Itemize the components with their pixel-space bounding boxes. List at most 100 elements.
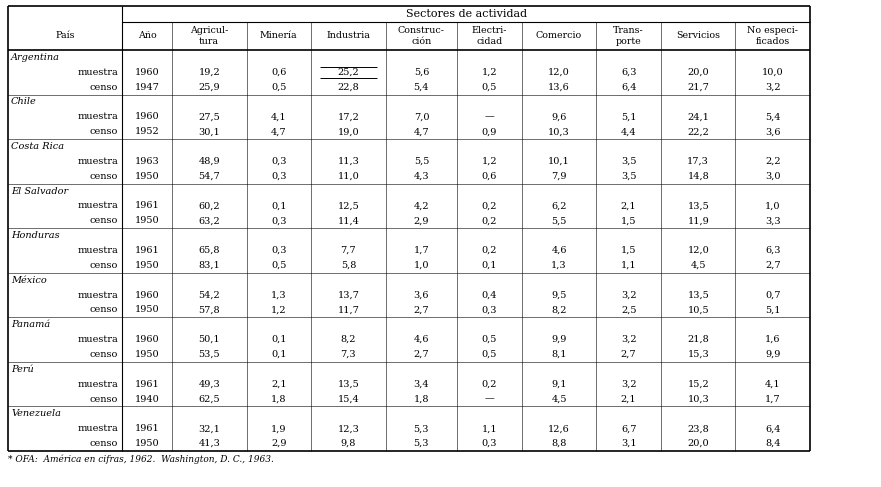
Text: 1,5: 1,5 bbox=[621, 216, 636, 225]
Text: 10,0: 10,0 bbox=[762, 68, 783, 77]
Text: 1,7: 1,7 bbox=[765, 394, 781, 404]
Text: 22,2: 22,2 bbox=[687, 127, 709, 136]
Text: censo: censo bbox=[90, 439, 118, 448]
Text: 9,6: 9,6 bbox=[552, 112, 566, 121]
Text: Perú: Perú bbox=[11, 365, 33, 374]
Text: 49,3: 49,3 bbox=[198, 380, 220, 389]
Text: censo: censo bbox=[90, 216, 118, 225]
Text: 1,6: 1,6 bbox=[765, 335, 781, 344]
Text: 0,9: 0,9 bbox=[482, 127, 497, 136]
Text: 3,2: 3,2 bbox=[621, 380, 636, 389]
Text: 7,7: 7,7 bbox=[341, 246, 356, 255]
Text: —: — bbox=[485, 112, 494, 121]
Text: 1,1: 1,1 bbox=[482, 424, 497, 433]
Text: 0,1: 0,1 bbox=[271, 202, 286, 210]
Text: 2,9: 2,9 bbox=[414, 216, 429, 225]
Text: 19,0: 19,0 bbox=[337, 127, 359, 136]
Text: 9,9: 9,9 bbox=[765, 350, 781, 359]
Text: 5,1: 5,1 bbox=[765, 305, 781, 315]
Text: 1,8: 1,8 bbox=[414, 394, 429, 404]
Text: 12,0: 12,0 bbox=[548, 68, 570, 77]
Text: 2,7: 2,7 bbox=[765, 261, 781, 270]
Text: 2,7: 2,7 bbox=[413, 305, 429, 315]
Text: 48,9: 48,9 bbox=[198, 157, 220, 166]
Text: 3,2: 3,2 bbox=[621, 335, 636, 344]
Text: 1960: 1960 bbox=[135, 112, 159, 121]
Text: 41,3: 41,3 bbox=[198, 439, 220, 448]
Text: 2,7: 2,7 bbox=[621, 350, 636, 359]
Text: 20,0: 20,0 bbox=[687, 68, 709, 77]
Text: 1961: 1961 bbox=[135, 202, 159, 210]
Text: 6,3: 6,3 bbox=[621, 68, 636, 77]
Text: muestra: muestra bbox=[78, 335, 118, 344]
Text: 13,5: 13,5 bbox=[687, 291, 709, 300]
Text: 23,8: 23,8 bbox=[687, 424, 709, 433]
Text: 1,2: 1,2 bbox=[482, 68, 497, 77]
Text: 9,9: 9,9 bbox=[552, 335, 566, 344]
Text: No especi-
ficados: No especi- ficados bbox=[747, 26, 798, 46]
Text: —: — bbox=[485, 394, 494, 404]
Text: 54,2: 54,2 bbox=[198, 291, 220, 300]
Text: 53,5: 53,5 bbox=[198, 350, 220, 359]
Text: 15,2: 15,2 bbox=[687, 380, 709, 389]
Text: 0,6: 0,6 bbox=[271, 68, 286, 77]
Text: censo: censo bbox=[90, 83, 118, 92]
Text: 1,2: 1,2 bbox=[271, 305, 286, 315]
Text: 0,2: 0,2 bbox=[482, 202, 497, 210]
Text: 5,5: 5,5 bbox=[552, 216, 566, 225]
Text: 7,9: 7,9 bbox=[552, 172, 566, 181]
Text: Construc-
ción: Construc- ción bbox=[398, 26, 445, 46]
Text: Comercio: Comercio bbox=[536, 32, 582, 40]
Text: 5,4: 5,4 bbox=[414, 83, 429, 92]
Text: 0,1: 0,1 bbox=[271, 350, 286, 359]
Text: censo: censo bbox=[90, 394, 118, 404]
Text: 15,4: 15,4 bbox=[337, 394, 359, 404]
Text: muestra: muestra bbox=[78, 202, 118, 210]
Text: 1950: 1950 bbox=[135, 172, 159, 181]
Text: País: País bbox=[56, 32, 75, 40]
Text: 1,5: 1,5 bbox=[621, 246, 636, 255]
Text: Argentina: Argentina bbox=[11, 53, 60, 62]
Text: 6,2: 6,2 bbox=[552, 202, 566, 210]
Text: muestra: muestra bbox=[78, 246, 118, 255]
Text: 8,8: 8,8 bbox=[552, 439, 566, 448]
Text: 12,3: 12,3 bbox=[337, 424, 359, 433]
Text: 1,9: 1,9 bbox=[271, 424, 286, 433]
Text: 65,8: 65,8 bbox=[198, 246, 220, 255]
Text: 11,9: 11,9 bbox=[687, 216, 709, 225]
Text: 27,5: 27,5 bbox=[198, 112, 220, 121]
Text: 4,3: 4,3 bbox=[413, 172, 429, 181]
Text: Chile: Chile bbox=[11, 97, 37, 107]
Text: 0,2: 0,2 bbox=[482, 246, 497, 255]
Text: 63,2: 63,2 bbox=[198, 216, 220, 225]
Text: 8,2: 8,2 bbox=[552, 305, 566, 315]
Text: 5,4: 5,4 bbox=[765, 112, 781, 121]
Text: 3,6: 3,6 bbox=[414, 291, 429, 300]
Text: 4,6: 4,6 bbox=[414, 335, 429, 344]
Text: 4,2: 4,2 bbox=[413, 202, 429, 210]
Text: 2,5: 2,5 bbox=[621, 305, 636, 315]
Text: 3,0: 3,0 bbox=[765, 172, 781, 181]
Text: 10,3: 10,3 bbox=[687, 394, 709, 404]
Text: 10,5: 10,5 bbox=[687, 305, 709, 315]
Text: 4,6: 4,6 bbox=[552, 246, 566, 255]
Text: 1950: 1950 bbox=[135, 350, 159, 359]
Text: 1,2: 1,2 bbox=[482, 157, 497, 166]
Text: 21,8: 21,8 bbox=[687, 335, 709, 344]
Text: 10,1: 10,1 bbox=[548, 157, 570, 166]
Text: 0,7: 0,7 bbox=[765, 291, 781, 300]
Text: 14,8: 14,8 bbox=[687, 172, 709, 181]
Text: 24,1: 24,1 bbox=[687, 112, 709, 121]
Text: 25,9: 25,9 bbox=[198, 83, 220, 92]
Text: 60,2: 60,2 bbox=[198, 202, 220, 210]
Text: 1961: 1961 bbox=[135, 380, 159, 389]
Text: 11,0: 11,0 bbox=[337, 172, 359, 181]
Text: 8,1: 8,1 bbox=[552, 350, 566, 359]
Text: Minería: Minería bbox=[260, 32, 298, 40]
Text: 1,8: 1,8 bbox=[271, 394, 286, 404]
Text: 1,0: 1,0 bbox=[414, 261, 429, 270]
Text: 6,3: 6,3 bbox=[765, 246, 781, 255]
Text: 13,6: 13,6 bbox=[548, 83, 570, 92]
Text: 11,3: 11,3 bbox=[337, 157, 359, 166]
Text: 1,7: 1,7 bbox=[413, 246, 429, 255]
